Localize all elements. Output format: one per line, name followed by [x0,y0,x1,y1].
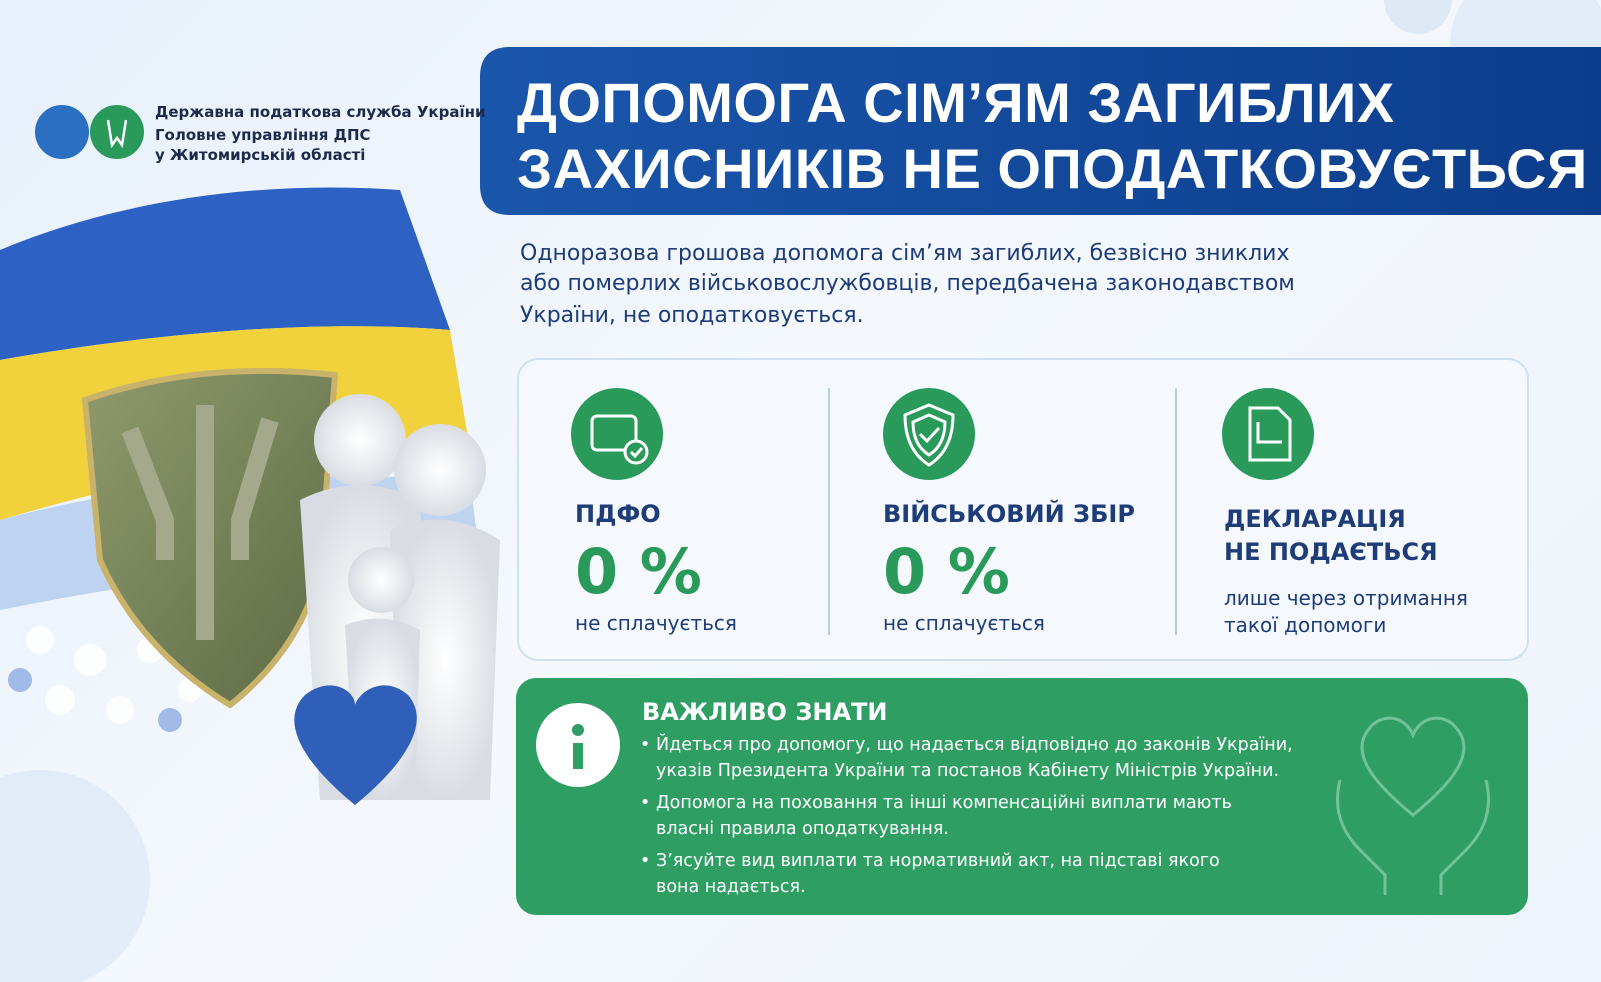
notice-item: З’ясуйте вид виплати та нормативний акт,… [656,851,1220,871]
bullet: • [640,851,651,871]
notice-item: вона надається. [656,877,806,897]
intro: або померлих військовослужбовців, передб… [520,271,1295,296]
card-title: НЕ ПОДАЄТЬСЯ [1224,538,1438,566]
bullet: • [640,735,651,755]
intro: Одноразова грошова допомога сім’ям загиб… [520,241,1290,266]
notice-item: Йдеться про допомогу, що надається відпо… [656,735,1293,755]
card-value: 0 % [575,535,702,608]
card-title: ДЕКЛАРАЦІЯ [1224,505,1406,533]
title: ДОПОМОГА СІМ’ЯМ ЗАГИБЛИХ [517,71,1395,134]
card-note: не сплачується [575,611,737,635]
card-note: такої допомоги [1224,613,1387,637]
notice-title: ВАЖЛИВО ЗНАТИ [642,698,888,726]
intro: України, не оподатковується. [520,303,864,328]
org-name: Державна податкова служба України [155,103,486,121]
card-note: не сплачується [883,611,1045,635]
card-note: лише через отримання [1224,586,1468,610]
notice-item: указів Президента України та постанов Ка… [656,761,1280,781]
card-title: ВІЙСЬКОВИЙ ЗБІР [883,500,1135,528]
org-name: Головне управління ДПС [155,126,371,144]
card-title: ПДФО [575,500,661,528]
title: ЗАХИСНИКІВ НЕ ОПОДАТКОВУЄТЬСЯ [517,137,1588,200]
bullet: • [640,793,651,813]
notice-item: Допомога на поховання та інші компенсаці… [656,793,1232,813]
org-name: у Житомирській області [155,146,366,164]
card-value: 0 % [883,535,1010,608]
notice-item: власні правила оподаткування. [656,819,949,839]
